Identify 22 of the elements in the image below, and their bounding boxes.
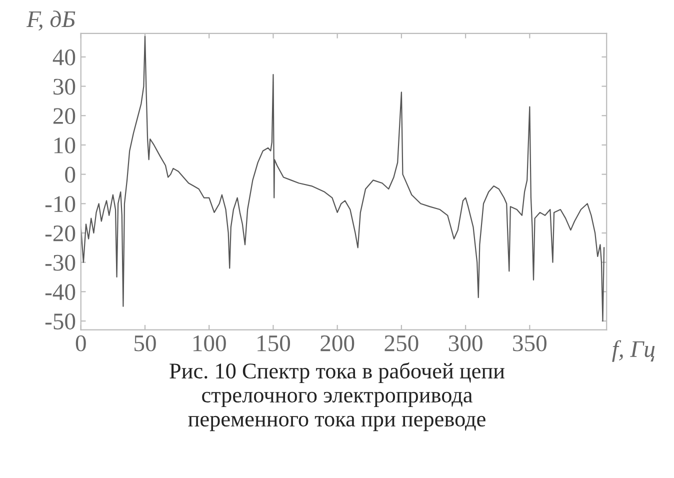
x-tick-label: 250 — [384, 335, 418, 352]
x-axis-title: f, Гц — [612, 340, 655, 362]
x-tick-label: 150 — [258, 335, 290, 352]
y-tick-label: 20 — [53, 108, 76, 124]
y-tick-label: -20 — [45, 225, 76, 242]
y-tick-label: 10 — [54, 137, 76, 154]
y-tick-label: -10 — [45, 196, 76, 212]
y-tick-label: -40 — [45, 284, 76, 300]
y-tick-label: 0 — [65, 166, 76, 183]
x-tick-label: 350 — [513, 335, 546, 352]
y-tick-label: 30 — [54, 78, 76, 95]
x-tick-label: 300 — [448, 335, 482, 352]
y-tick-label: 40 — [52, 49, 76, 66]
x-tick-label: 50 — [134, 335, 156, 352]
y-tick-label: -30 — [45, 254, 76, 271]
y-axis-title: F, дБ — [26, 10, 76, 31]
x-tick-label: 100 — [193, 335, 226, 352]
x-tick-label: 200 — [320, 335, 354, 352]
text: Рис. 10 Спектр тока в рабочей цепи стрелочного электропривода переменного тока при переводе — [170, 362, 504, 432]
y-tick-label: -50 — [45, 314, 76, 330]
line-series — [80, 36, 605, 322]
x-tick-label: 0 — [76, 335, 86, 352]
